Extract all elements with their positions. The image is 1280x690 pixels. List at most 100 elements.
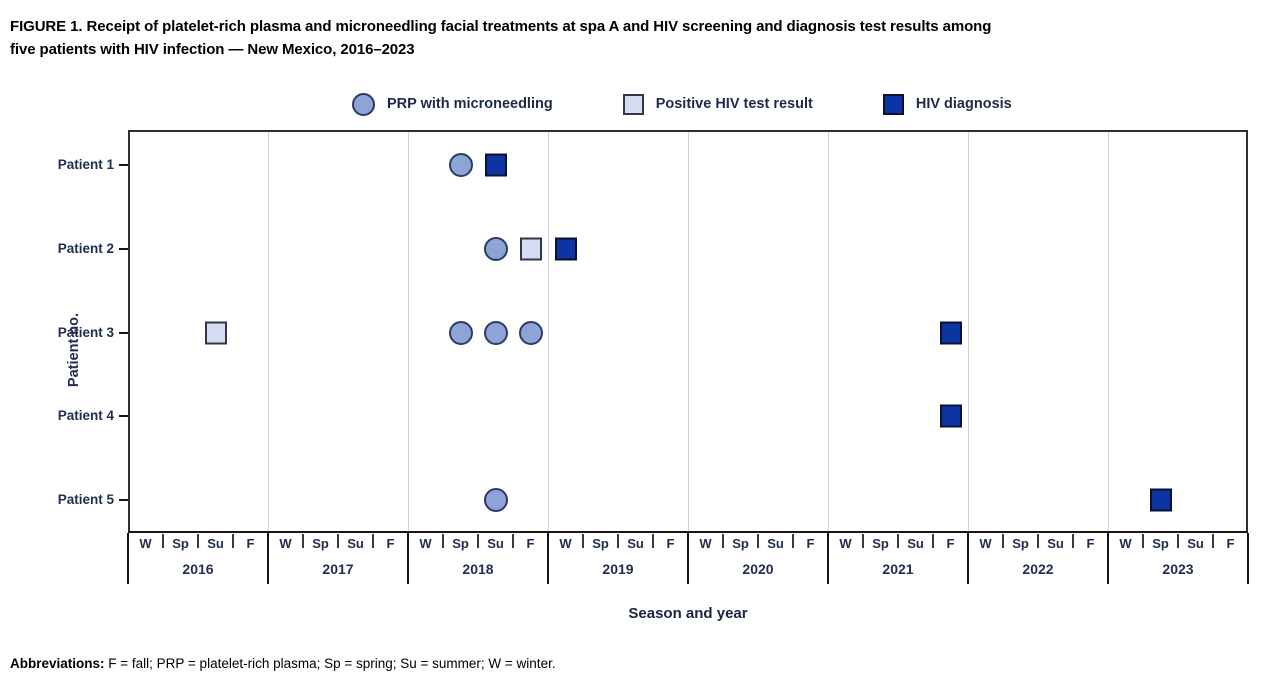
year-label: 2021 bbox=[882, 561, 914, 577]
season-tick bbox=[897, 534, 899, 548]
season-tick bbox=[792, 534, 794, 548]
marker-prp bbox=[518, 320, 543, 345]
marker-prp bbox=[448, 320, 473, 345]
marker-prp bbox=[448, 153, 473, 177]
year-separator bbox=[827, 533, 829, 584]
season-tick bbox=[1002, 534, 1004, 548]
season-label: W bbox=[279, 536, 292, 551]
season-tick bbox=[162, 534, 164, 548]
chart-legend: PRP with microneedling Positive HIV test … bbox=[352, 91, 1012, 117]
season-label: Sp bbox=[872, 536, 889, 551]
year-gridline bbox=[827, 132, 829, 531]
abbreviations-label: Abbreviations: bbox=[10, 656, 105, 671]
season-label: Sp bbox=[732, 536, 749, 551]
season-tick bbox=[862, 534, 864, 548]
season-label: W bbox=[699, 536, 712, 551]
patient-label: Patient 4 bbox=[57, 408, 114, 424]
year-gridline bbox=[687, 132, 689, 531]
legend-item-prp: PRP with microneedling bbox=[352, 92, 553, 116]
abbreviations-text: F = fall; PRP = platelet-rich plasma; Sp… bbox=[104, 656, 556, 671]
season-label: Su bbox=[1187, 536, 1204, 551]
marker-prp bbox=[483, 488, 508, 512]
season-tick bbox=[337, 534, 339, 548]
season-tick bbox=[512, 534, 514, 548]
figure-title-line1: FIGURE 1. Receipt of platelet-rich plasm… bbox=[10, 18, 992, 35]
season-label: F bbox=[946, 536, 955, 551]
year-gridline bbox=[547, 132, 549, 531]
year-separator bbox=[687, 533, 689, 584]
legend-diagnosis-square-icon bbox=[882, 93, 904, 115]
patient-label: Patient 2 bbox=[57, 240, 114, 256]
marker-diagnosis bbox=[554, 237, 577, 261]
year-separator bbox=[967, 533, 969, 584]
season-tick bbox=[1142, 534, 1144, 548]
season-label: Su bbox=[907, 536, 924, 551]
season-label: W bbox=[139, 536, 152, 551]
year-separator bbox=[1247, 533, 1249, 584]
season-tick bbox=[1177, 534, 1179, 548]
season-label: F bbox=[1226, 536, 1235, 551]
y-axis-tick bbox=[119, 415, 128, 418]
figure-title: FIGURE 1. Receipt of platelet-rich plasm… bbox=[10, 15, 1265, 62]
x-axis-title: Season and year bbox=[628, 605, 748, 622]
season-label: F bbox=[386, 536, 395, 551]
patient-label: Patient 3 bbox=[57, 324, 114, 340]
season-tick bbox=[1212, 534, 1214, 548]
legend-label-positive_test: Positive HIV test result bbox=[655, 96, 813, 112]
season-label: W bbox=[839, 536, 852, 551]
y-axis-tick bbox=[119, 499, 128, 501]
season-label: W bbox=[419, 536, 432, 551]
season-tick bbox=[757, 534, 759, 548]
season-label: W bbox=[559, 536, 572, 551]
season-label: Su bbox=[627, 536, 644, 551]
marker-positive-test bbox=[204, 321, 227, 344]
season-label: F bbox=[806, 536, 815, 551]
season-tick bbox=[197, 534, 199, 548]
season-tick bbox=[302, 534, 304, 548]
season-label: Su bbox=[487, 536, 504, 551]
year-separator bbox=[407, 533, 409, 584]
year-label: 2016 bbox=[182, 561, 214, 577]
year-separator bbox=[127, 533, 129, 584]
year-label: 2020 bbox=[742, 561, 774, 577]
season-tick bbox=[932, 534, 934, 548]
season-label: Su bbox=[207, 536, 224, 551]
year-separator bbox=[1107, 533, 1109, 584]
marker-diagnosis bbox=[1149, 488, 1172, 512]
legend-prp-circle-icon bbox=[352, 92, 375, 116]
y-axis-tick bbox=[119, 331, 128, 334]
season-tick bbox=[722, 534, 724, 548]
marker-prp bbox=[483, 320, 508, 345]
plot-area bbox=[128, 130, 1248, 533]
season-tick bbox=[617, 534, 619, 548]
season-label: Sp bbox=[172, 536, 189, 551]
season-tick bbox=[582, 534, 584, 548]
marker-diagnosis bbox=[939, 404, 962, 428]
season-label: Sp bbox=[1152, 536, 1169, 551]
abbreviations-note: Abbreviations: F = fall; PRP = platelet-… bbox=[10, 656, 556, 671]
season-label: F bbox=[526, 536, 535, 551]
marker-positive-test bbox=[519, 237, 542, 261]
marker-diagnosis bbox=[484, 153, 507, 177]
season-label: Sp bbox=[592, 536, 609, 551]
legend-positive_test-square-icon bbox=[622, 93, 644, 115]
season-tick bbox=[232, 534, 234, 548]
legend-label-diagnosis: HIV diagnosis bbox=[915, 96, 1012, 112]
season-label: F bbox=[666, 536, 675, 551]
season-label: Sp bbox=[312, 536, 329, 551]
legend-item-diagnosis: HIV diagnosis bbox=[882, 93, 1012, 115]
patient-label: Patient 1 bbox=[57, 157, 114, 172]
figure-title-line2: five patients with HIV infection — New M… bbox=[10, 41, 415, 59]
year-gridline bbox=[407, 132, 409, 531]
marker-prp bbox=[483, 236, 508, 261]
season-label: Su bbox=[1047, 536, 1064, 551]
season-tick bbox=[442, 534, 444, 548]
year-label: 2017 bbox=[322, 561, 354, 577]
legend-item-positive_test: Positive HIV test result bbox=[622, 93, 813, 115]
season-tick bbox=[477, 534, 479, 548]
season-tick bbox=[1037, 534, 1039, 548]
season-label: Sp bbox=[1012, 536, 1029, 551]
year-label: 2023 bbox=[1162, 561, 1194, 577]
season-label: Su bbox=[347, 536, 364, 551]
y-axis-tick bbox=[119, 164, 128, 166]
